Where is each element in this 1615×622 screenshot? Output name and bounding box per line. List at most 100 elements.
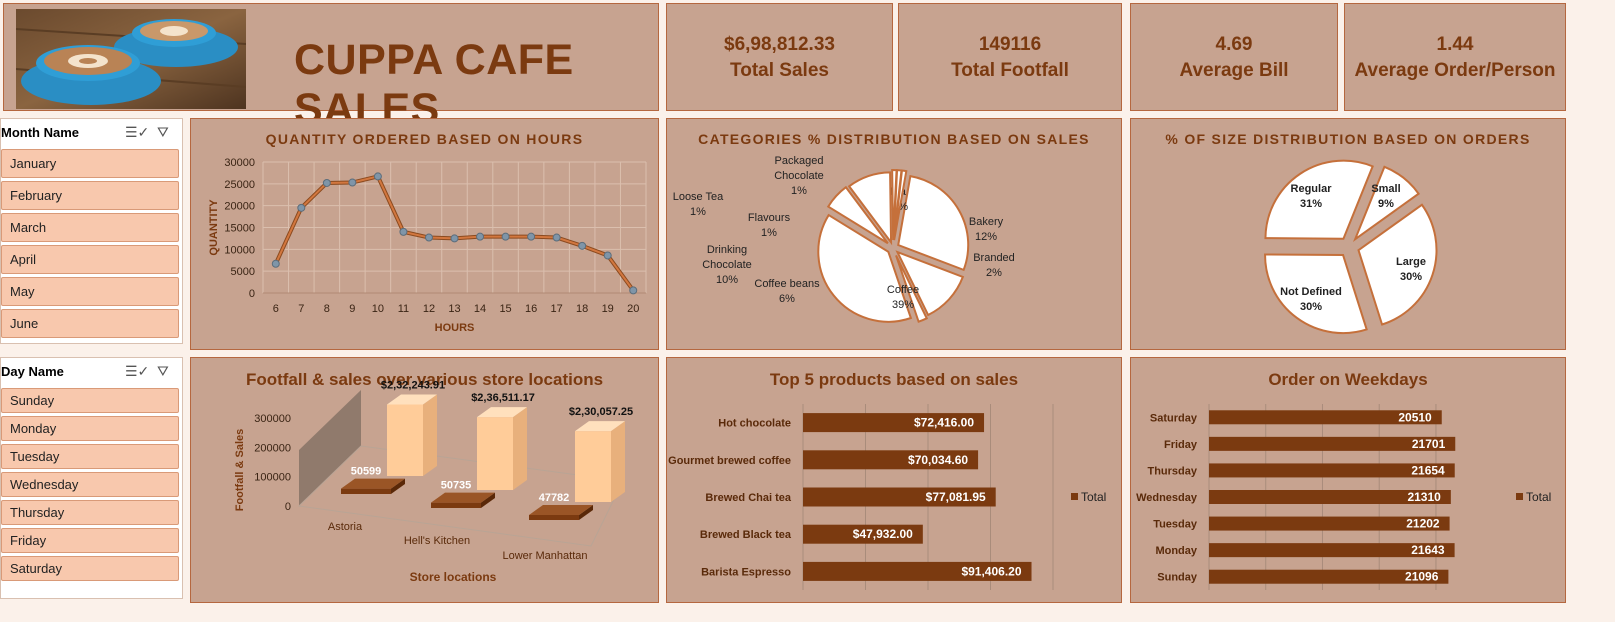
bar <box>1209 410 1442 425</box>
slicer-item-may[interactable]: May <box>1 277 179 306</box>
footfall-column-side <box>579 504 593 520</box>
y-tick-label: 100000 <box>254 472 291 484</box>
slice-label: Coffee <box>887 284 919 296</box>
coffee-cups-image <box>16 9 246 109</box>
y-tick-label: 10000 <box>224 244 255 256</box>
sales-column-top <box>387 394 437 405</box>
kpi-total-sales: $6,98,812.33 Total Sales <box>666 3 893 111</box>
slice-value: 39% <box>892 299 914 311</box>
slicer-item-march[interactable]: March <box>1 213 179 242</box>
pie-slice <box>826 185 889 245</box>
kpi-label: Total Footfall <box>951 60 1069 81</box>
bar <box>803 487 996 507</box>
footfall-data-label: 47782 <box>539 492 570 504</box>
x-tick-label: Lower Manhattan <box>503 550 588 562</box>
bar-data-label: 21096 <box>1405 570 1439 584</box>
x-tick-label: 6 <box>273 303 279 315</box>
data-point <box>373 172 382 181</box>
sales-column-front <box>477 417 513 490</box>
kpi-total-footfall: 149116 Total Footfall <box>898 3 1122 111</box>
x-tick-label: 10 <box>372 303 384 315</box>
slicer-item-wednesday[interactable]: Wednesday <box>1 472 179 497</box>
x-tick-label: 11 <box>398 303 409 315</box>
x-tick-label: Hell's Kitchen <box>404 535 470 547</box>
pie-slice <box>817 213 913 323</box>
slicer-title: Day Name <box>1 364 64 379</box>
clear-filter-icon[interactable]: ⛛ <box>157 363 169 379</box>
kpi-average-bill: 4.69 Average Bill <box>1130 3 1338 111</box>
slicer-item-sunday[interactable]: Sunday <box>1 388 179 413</box>
category-label: Monday <box>1155 545 1197 557</box>
footfall-column-top <box>529 504 593 515</box>
data-point <box>552 233 561 242</box>
y-tick-label: 300000 <box>254 413 291 425</box>
footfall-data-label: 50735 <box>441 480 472 492</box>
slice-label: Branded <box>973 252 1015 264</box>
slice-value: 30% <box>1400 271 1422 283</box>
kpi-value: 4.69 <box>1215 34 1253 55</box>
categories-pie-chart: CATEGORIES % DISTRIBUTION BASED ON SALES… <box>666 118 1122 350</box>
kpi-value: $6,98,812.33 <box>724 34 835 55</box>
kpi-label: Average Bill <box>1179 60 1289 81</box>
bar-data-label: 20510 <box>1398 410 1432 424</box>
size-pie-chart: % OF SIZE DISTRIBUTION BASED ON ORDERS S… <box>1130 118 1566 350</box>
store-columns-svg: 0 100000 200000 300000 Footfall & Sales $2,32… <box>234 379 633 584</box>
bar <box>1209 543 1455 558</box>
footfall-column-front <box>431 502 481 508</box>
category-label: Hot chocolate <box>718 418 791 430</box>
slicer-item-february[interactable]: February <box>1 181 179 210</box>
footfall-column-top <box>341 478 405 489</box>
header-panel: CUPPA CAFE SALES <box>3 3 659 133</box>
data-point <box>424 233 433 242</box>
category-label: Sunday <box>1157 572 1198 584</box>
y-tick-label: 200000 <box>254 442 291 454</box>
slicer-item-tuesday[interactable]: Tuesday <box>1 444 179 469</box>
footfall-column-side <box>481 492 495 508</box>
bar-data-label: 21701 <box>1412 437 1446 451</box>
y-tick-label: 20000 <box>224 201 255 213</box>
category-label: Friday <box>1164 439 1198 451</box>
footfall-column-side <box>391 478 405 494</box>
slicer-item-friday[interactable]: Friday <box>1 528 179 553</box>
y-tick-label: 5000 <box>231 266 255 278</box>
slicer-item-june[interactable]: June <box>1 309 179 338</box>
footfall-column-front <box>529 514 579 520</box>
x-axis-label: HOURS <box>435 322 475 334</box>
slice-label: Chocolate <box>702 259 752 271</box>
slice-label: Loose Tea <box>673 191 724 203</box>
size-pie-svg: Small 9% Large 30% Not Defined 30% Regular 31% <box>1264 159 1438 335</box>
slicer-item-april[interactable]: April <box>1 245 179 274</box>
bar <box>1209 463 1455 478</box>
slicer-item-monday[interactable]: Monday <box>1 416 179 441</box>
sales-column-side <box>423 394 437 476</box>
multi-select-icon[interactable]: ☰✓ <box>125 124 150 140</box>
bar-data-label: 21202 <box>1406 517 1440 531</box>
pie-slice <box>1264 253 1368 335</box>
multi-select-icon[interactable]: ☰✓ <box>125 363 150 379</box>
series-line <box>274 175 635 291</box>
data-point <box>348 178 357 187</box>
bar <box>1209 516 1450 531</box>
slicer-item-thursday[interactable]: Thursday <box>1 500 179 525</box>
slice-value: 30% <box>1300 301 1322 313</box>
bar-data-label: $77,081.95 <box>926 490 986 504</box>
kpi-label: Total Sales <box>730 60 829 81</box>
x-tick-label: 13 <box>448 303 460 315</box>
slicer-item-saturday[interactable]: Saturday <box>1 556 179 581</box>
category-label: Barista Espresso <box>701 566 791 578</box>
footfall-data-label: 50599 <box>351 466 382 478</box>
category-label: Saturday <box>1150 412 1198 424</box>
sales-column-side <box>611 421 625 502</box>
y-axis-label: QUANTITY <box>208 199 220 256</box>
x-tick-label: 18 <box>576 303 588 315</box>
slicer-item-january[interactable]: January <box>1 149 179 178</box>
data-point <box>297 203 306 212</box>
y-tick-label: 0 <box>285 501 291 513</box>
clear-filter-icon[interactable]: ⛛ <box>157 124 169 140</box>
chart-title: Top 5 products based on sales <box>769 370 1019 389</box>
pie-slice <box>1352 165 1421 242</box>
legend-swatch <box>1071 493 1078 500</box>
x-tick-label: 15 <box>499 303 511 315</box>
data-point <box>629 286 638 295</box>
bar-data-label: $72,416.00 <box>914 416 974 430</box>
